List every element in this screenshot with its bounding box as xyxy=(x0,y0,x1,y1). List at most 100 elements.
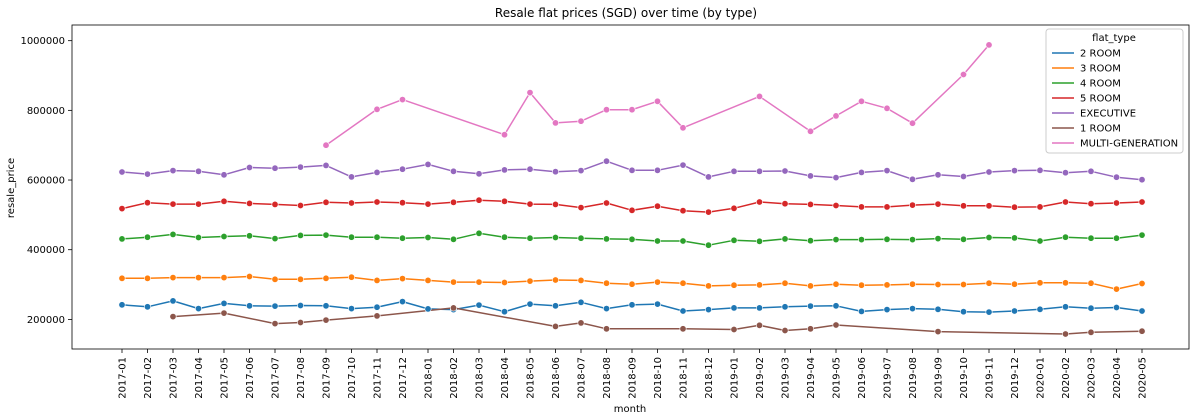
data-point xyxy=(526,200,534,208)
data-point xyxy=(832,280,840,288)
data-point xyxy=(144,274,152,282)
data-point xyxy=(653,97,661,105)
y-tick-label: 600000 xyxy=(27,176,65,187)
data-point xyxy=(704,306,712,314)
x-tick-label: 2018-09 xyxy=(628,357,639,399)
data-point xyxy=(526,89,534,97)
data-point xyxy=(1087,234,1095,242)
data-point xyxy=(347,273,355,281)
data-point xyxy=(628,301,636,309)
data-point xyxy=(934,200,942,208)
data-point xyxy=(679,279,687,287)
data-point xyxy=(1010,167,1018,175)
x-tick-label: 2020-03 xyxy=(1087,357,1098,399)
data-point xyxy=(449,167,457,175)
data-point xyxy=(857,236,865,244)
data-point xyxy=(449,278,457,286)
data-point xyxy=(475,301,483,309)
x-axis: 2017-01 2017-02 2017-03 2017-04 2017-05 2017-… xyxy=(118,349,1149,399)
data-point xyxy=(144,170,152,178)
legend-label: 3 ROOM xyxy=(1080,64,1121,75)
data-point xyxy=(883,306,891,314)
data-point xyxy=(296,231,304,239)
x-tick-label: 2017-02 xyxy=(143,357,154,399)
data-point xyxy=(781,326,789,334)
data-point xyxy=(144,233,152,241)
data-point xyxy=(500,197,508,205)
data-point xyxy=(857,97,865,105)
data-point xyxy=(908,175,916,183)
data-point xyxy=(1062,303,1070,311)
data-point xyxy=(220,274,228,282)
x-tick-label: 2019-11 xyxy=(985,357,996,399)
x-tick-label: 2018-05 xyxy=(526,357,537,399)
legend-entries: 2 ROOM 3 ROOM 4 ROOM 5 ROOM EXECUTIVE 1 ROOM M… xyxy=(1052,49,1178,150)
data-point xyxy=(347,173,355,181)
data-point xyxy=(679,325,687,333)
data-point xyxy=(883,281,891,289)
data-point xyxy=(398,275,406,283)
data-point xyxy=(271,320,279,328)
data-point xyxy=(959,173,967,181)
data-point xyxy=(602,106,610,114)
data-point xyxy=(424,200,432,208)
legend-label: 2 ROOM xyxy=(1080,49,1121,60)
x-tick-label: 2019-07 xyxy=(883,357,894,399)
data-point xyxy=(755,237,763,245)
data-point xyxy=(704,208,712,216)
data-point xyxy=(449,304,457,312)
data-point xyxy=(347,305,355,313)
legend: flat_type 2 ROOM 3 ROOM 4 ROOM 5 ROOM EXECUT… xyxy=(1045,28,1184,154)
data-point xyxy=(1062,330,1070,338)
x-tick-label: 2017-11 xyxy=(373,357,384,399)
data-point xyxy=(169,313,177,321)
data-point xyxy=(373,312,381,320)
data-point xyxy=(271,275,279,283)
data-point xyxy=(526,277,534,285)
data-point xyxy=(1036,203,1044,211)
data-point xyxy=(832,302,840,310)
data-point xyxy=(1113,303,1121,311)
data-point xyxy=(883,203,891,211)
y-tick-label: 200000 xyxy=(27,315,65,326)
data-point xyxy=(628,166,636,174)
data-point xyxy=(551,234,559,242)
data-point xyxy=(398,234,406,242)
data-point xyxy=(806,302,814,310)
data-point xyxy=(195,305,203,313)
data-point xyxy=(1062,233,1070,241)
data-point xyxy=(373,168,381,176)
data-point xyxy=(934,235,942,243)
data-point xyxy=(730,281,738,289)
data-point xyxy=(832,236,840,244)
data-point xyxy=(985,308,993,316)
data-point xyxy=(1113,285,1121,293)
data-point xyxy=(857,203,865,211)
data-point xyxy=(755,198,763,206)
data-point xyxy=(1138,176,1146,184)
data-point xyxy=(602,305,610,313)
data-point xyxy=(220,197,228,205)
data-point xyxy=(475,196,483,204)
data-point xyxy=(653,166,661,174)
data-point xyxy=(628,235,636,243)
data-point xyxy=(424,305,432,313)
data-point xyxy=(755,167,763,175)
x-tick-label: 2017-07 xyxy=(271,357,282,399)
data-point xyxy=(730,204,738,212)
data-point xyxy=(551,119,559,127)
x-tick-label: 2019-06 xyxy=(857,357,868,399)
data-point xyxy=(577,276,585,284)
plot-frame xyxy=(71,24,1190,350)
data-point xyxy=(857,281,865,289)
data-point xyxy=(883,104,891,112)
data-point xyxy=(1010,280,1018,288)
data-point xyxy=(1010,234,1018,242)
data-point xyxy=(1062,198,1070,206)
data-point xyxy=(246,272,254,280)
data-point xyxy=(1113,199,1121,207)
data-point xyxy=(908,201,916,209)
data-point xyxy=(195,274,203,282)
data-point xyxy=(679,124,687,132)
data-point xyxy=(373,233,381,241)
